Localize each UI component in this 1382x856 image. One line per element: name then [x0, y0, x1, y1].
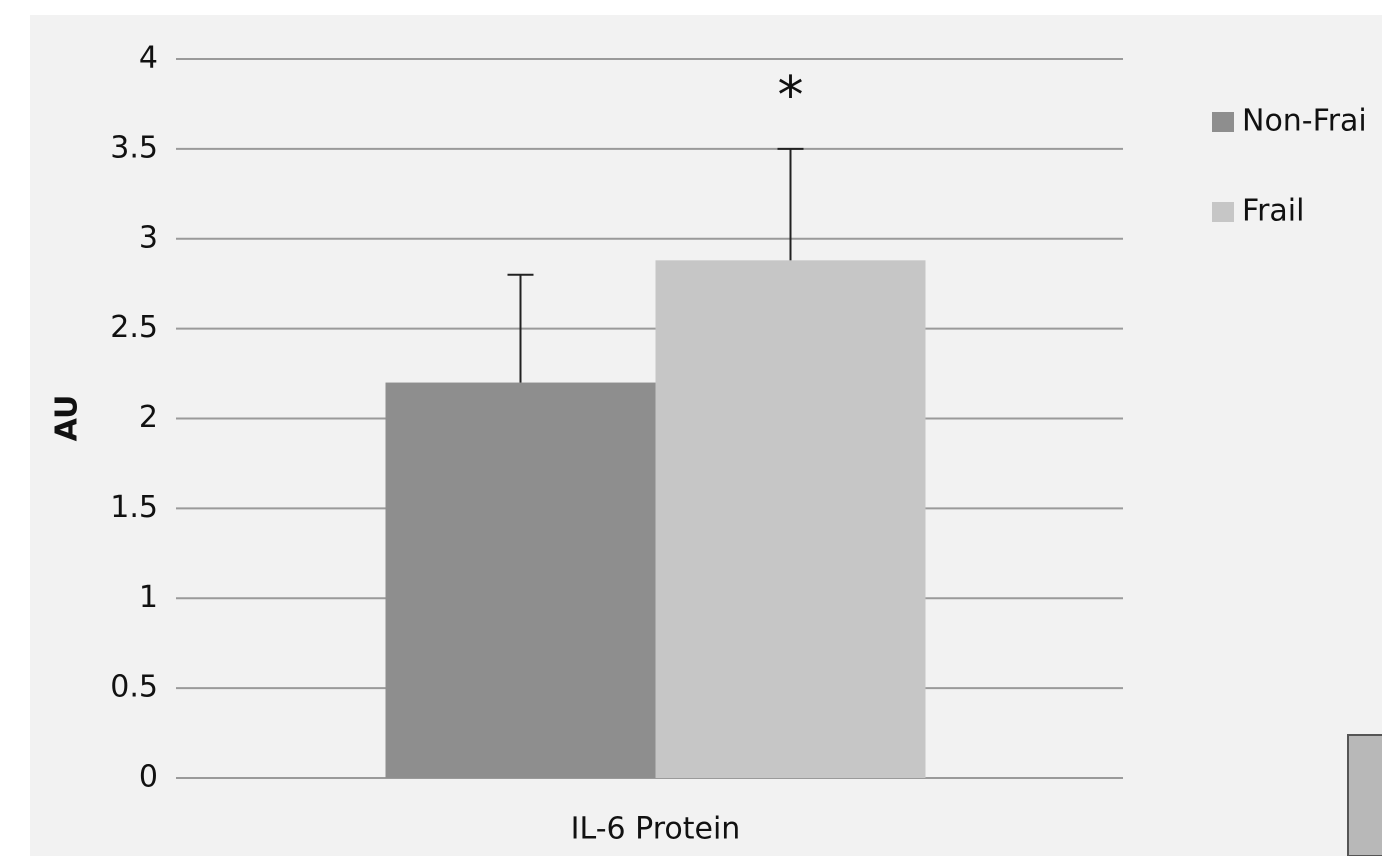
legend-swatch — [1212, 202, 1234, 222]
y-axis-label: AU — [50, 395, 85, 442]
legend-label: Frail — [1242, 194, 1304, 229]
x-tick-label: IL-6 Protein — [571, 812, 741, 847]
annotation: * — [778, 66, 804, 126]
y-tick-label: 2.5 — [110, 310, 158, 345]
y-tick-label: 1.5 — [110, 490, 158, 525]
cropped-image — [1348, 735, 1382, 856]
legend-label: Non-Frai — [1242, 104, 1367, 139]
y-tick-label: 0.5 — [110, 670, 158, 705]
legend-swatch — [1212, 112, 1234, 132]
bar — [656, 260, 926, 778]
y-tick-label: 4 — [139, 41, 158, 76]
chart: AU 0 0.5 1 1.5 2 2.5 3 3.5 4 IL-6 Protein * Non-Fra… — [0, 0, 1382, 856]
y-tick-label: 2 — [139, 400, 158, 435]
y-tick-label: 0 — [139, 760, 158, 795]
y-tick-label: 1 — [139, 580, 158, 615]
bar — [386, 383, 656, 778]
y-tick-label: 3 — [139, 220, 158, 255]
y-tick-label: 3.5 — [110, 130, 158, 165]
